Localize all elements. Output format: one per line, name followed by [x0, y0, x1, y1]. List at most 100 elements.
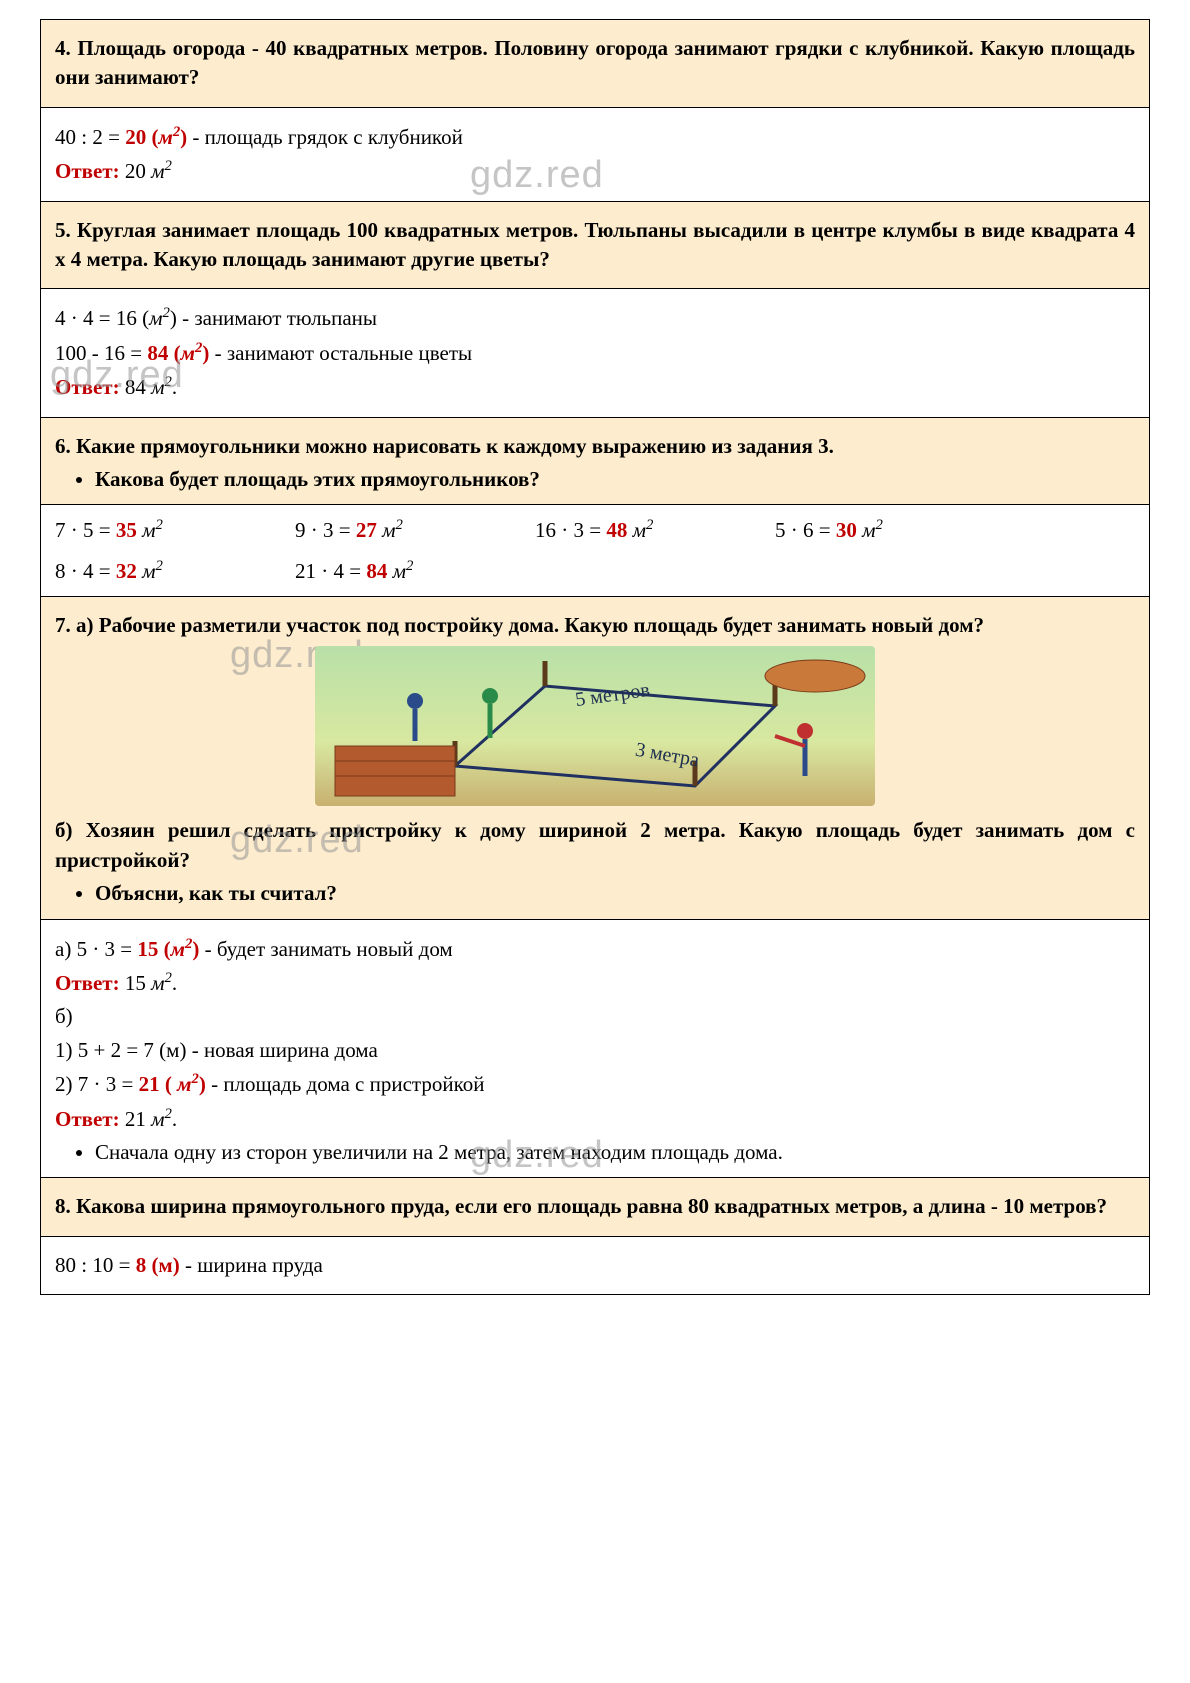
unit: м2 [171, 937, 193, 961]
plot-illustration: 5 метров 3 метра [315, 646, 875, 806]
answer-7-explain-list: Сначала одну из сторон увеличили на 2 ме… [95, 1138, 1135, 1167]
text: м [142, 518, 155, 542]
unit: м2 [181, 341, 203, 365]
result-value: 20 (м2) [125, 125, 187, 149]
text: м [393, 559, 406, 583]
expr-item: 9 · 3 = 27 м2 [295, 515, 475, 545]
question-4: 4. Площадь огорода - 40 квадратных метро… [40, 19, 1150, 108]
question-7: 7. а) Рабочие разметили участок под пост… [40, 596, 1150, 920]
unit: м2 [151, 1107, 172, 1131]
answer-label: Ответ: [55, 375, 120, 399]
text: м [149, 306, 162, 330]
result-value: 32 [116, 559, 137, 583]
text: 9 · 3 = [295, 518, 356, 542]
text: 15 ( [137, 937, 170, 961]
question-7a-text: 7. а) Рабочие разметили участок под пост… [55, 611, 1135, 640]
text: м [171, 937, 185, 961]
text: 80 : 10 = [55, 1253, 136, 1277]
answer-7a-final: Ответ: 15 м2. [55, 968, 1135, 998]
question-7b-text: б) Хозяин решил сделать пристройку к дом… [55, 816, 1135, 875]
text: м [382, 518, 395, 542]
text: 21 ( [139, 1072, 178, 1096]
text: ) [199, 1072, 206, 1096]
question-6: 6. Какие прямоугольники можно нарисовать… [40, 417, 1150, 506]
text: а) 5 · 3 = [55, 937, 137, 961]
answer-7b-final: Ответ: 21 м2. [55, 1104, 1135, 1134]
text: 2) 7 · 3 = [55, 1072, 139, 1096]
text: 21 [120, 1107, 152, 1131]
unit: м2 [633, 518, 654, 542]
text: - площадь грядок с клубникой [187, 125, 463, 149]
unit: м2 [158, 125, 180, 149]
unit: м2 [393, 559, 414, 583]
text: 7 · 5 = [55, 518, 116, 542]
result-value: 8 (м) [136, 1253, 180, 1277]
unit: м2 [142, 559, 163, 583]
expr-item: 5 · 6 = 30 м2 [775, 515, 955, 545]
answer-7b-step2: 2) 7 · 3 = 21 ( м2) - площадь дома с при… [55, 1069, 1135, 1099]
text: 4 · 4 = 16 ( [55, 306, 149, 330]
unit: м2 [142, 518, 163, 542]
text: 20 ( [125, 125, 158, 149]
unit: м2 [862, 518, 883, 542]
unit: м2 [151, 971, 172, 995]
plot-svg [315, 646, 875, 806]
answer-4: 40 : 2 = 20 (м2) - площадь грядок с клуб… [40, 107, 1150, 202]
answer-5-line1: 4 · 4 = 16 (м2) - занимают тюльпаны [55, 303, 1135, 333]
text: м [181, 341, 195, 365]
text: м [151, 159, 164, 183]
question-8-text: 8. Какова ширина прямоугольного пруда, е… [55, 1192, 1135, 1221]
answer-label: Ответ: [55, 971, 120, 995]
text: 20 [120, 159, 152, 183]
result-value: 48 [606, 518, 627, 542]
unit: м2 [177, 1072, 199, 1096]
expr-item: 8 · 4 = 32 м2 [55, 556, 235, 586]
text: ) - занимают тюльпаны [170, 306, 377, 330]
unit: м2 [382, 518, 403, 542]
text: 84 [120, 375, 152, 399]
result-value: 15 (м2) [137, 937, 199, 961]
text: - будет занимать новый дом [199, 937, 452, 961]
text: - площадь дома с пристройкой [206, 1072, 485, 1096]
result-value: 21 ( м2) [139, 1072, 206, 1096]
answer-7b-step1: 1) 5 + 2 = 7 (м) - новая ширина дома [55, 1036, 1135, 1065]
unit: м2 [149, 306, 170, 330]
text: - занимают остальные цветы [209, 341, 472, 365]
answer-label: Ответ: [55, 159, 120, 183]
answer-5-final: Ответ: 84 м2. [55, 372, 1135, 402]
expr-item: 21 · 4 = 84 м2 [295, 556, 475, 586]
result-value: 35 [116, 518, 137, 542]
answer-label: Ответ: [55, 1107, 120, 1131]
answer-4-line1: 40 : 2 = 20 (м2) - площадь грядок с клуб… [55, 122, 1135, 152]
text: 21 · 4 = [295, 559, 366, 583]
text: 100 - 16 = [55, 341, 147, 365]
result-value: 27 [356, 518, 377, 542]
text: 15 [120, 971, 152, 995]
text: м [142, 559, 155, 583]
unit: м2 [151, 375, 172, 399]
expr-item: 16 · 3 = 48 м2 [535, 515, 715, 545]
worksheet-page: gdz.red gdz.red gdz.red gdz.red gdz.red … [40, 19, 1150, 1295]
answer-5-line2: 100 - 16 = 84 (м2) - занимают остальные … [55, 338, 1135, 368]
text: 8 · 4 = [55, 559, 116, 583]
text: . [172, 971, 177, 995]
text: 84 ( [147, 341, 180, 365]
expression-row: 8 · 4 = 32 м2 21 · 4 = 84 м2 [55, 556, 1135, 586]
result-value: 30 [836, 518, 857, 542]
text: 16 · 3 = [535, 518, 606, 542]
text: м [151, 1107, 164, 1131]
answer-8: 80 : 10 = 8 (м) - ширина пруда [40, 1236, 1150, 1295]
text: 5 · 6 = [775, 518, 836, 542]
question-5-text: 5. Круглая занимает площадь 100 квадратн… [55, 216, 1135, 275]
result-value: 84 (м2) [147, 341, 209, 365]
result-value: 84 [366, 559, 387, 583]
expr-item: 7 · 5 = 35 м2 [55, 515, 235, 545]
answer-4-final: Ответ: 20 м2 [55, 156, 1135, 186]
text: . [172, 375, 177, 399]
bullet-item: Сначала одну из сторон увеличили на 2 ме… [95, 1138, 1135, 1167]
answer-5: 4 · 4 = 16 (м2) - занимают тюльпаны 100 … [40, 288, 1150, 417]
text: м [158, 125, 172, 149]
bullet-item: Какова будет площадь этих прямоугольнико… [95, 465, 1135, 494]
answer-7a-line: а) 5 · 3 = 15 (м2) - будет занимать новы… [55, 934, 1135, 964]
question-7-bullets: Объясни, как ты считал? [95, 879, 1135, 908]
